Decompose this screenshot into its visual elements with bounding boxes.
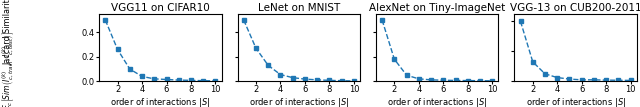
Text: Jaccard Similarity: Jaccard Similarity xyxy=(4,0,13,65)
Text: $E_c\left[Sim\left(I_{c,train}^{(k)}, I_{c,test}^{(k)}\right)\right]$: $E_c\left[Sim\left(I_{c,train}^{(k)}, I_… xyxy=(1,31,16,107)
X-axis label: order of interactions $|S|$: order of interactions $|S|$ xyxy=(249,96,349,107)
Title: LeNet on MNIST: LeNet on MNIST xyxy=(258,3,340,13)
X-axis label: order of interactions $|S|$: order of interactions $|S|$ xyxy=(110,96,211,107)
X-axis label: order of interactions $|S|$: order of interactions $|S|$ xyxy=(387,96,487,107)
Title: VGG-13 on CUB200-2011: VGG-13 on CUB200-2011 xyxy=(510,3,640,13)
Title: VGG11 on CIFAR10: VGG11 on CIFAR10 xyxy=(111,3,210,13)
X-axis label: order of interactions $|S|$: order of interactions $|S|$ xyxy=(525,96,626,107)
Title: AlexNet on Tiny-ImageNet: AlexNet on Tiny-ImageNet xyxy=(369,3,506,13)
